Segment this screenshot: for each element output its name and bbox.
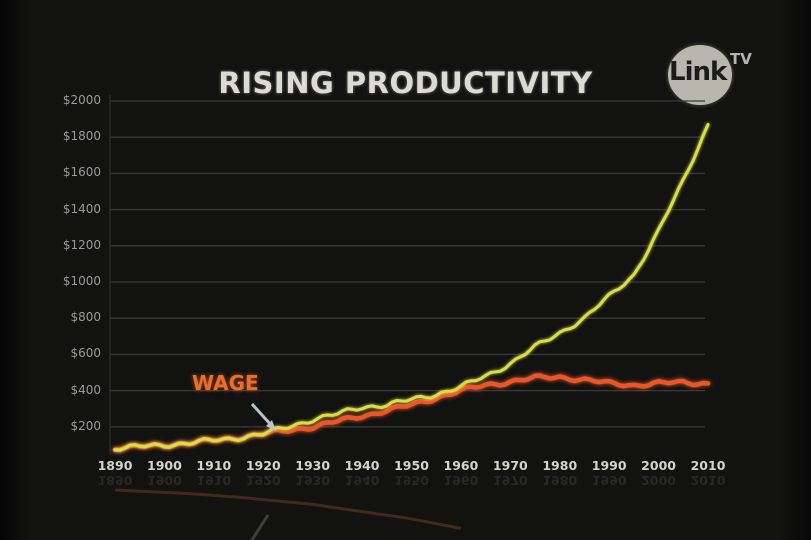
x-tick-reflection: 1920: [245, 473, 281, 488]
wage-line-reflection: [114, 488, 462, 530]
x-tick-reflection: 1980: [542, 473, 578, 488]
x-tick-reflection: 1950: [394, 473, 429, 488]
x-tick-label: 1920: [245, 458, 281, 473]
y-tick-label: $200: [70, 418, 101, 433]
x-tick-label: 1890: [97, 458, 133, 473]
y-tick-label: $1400: [62, 201, 101, 216]
x-tick-label: 2000: [641, 458, 676, 473]
y-tick-label: $1600: [62, 165, 101, 180]
y-tick-label: $600: [70, 346, 101, 361]
link-tv-logo: [668, 45, 732, 105]
chart-reflection: [114, 488, 462, 540]
y-tick-label: $400: [70, 382, 101, 397]
x-tick-label: 1990: [591, 458, 627, 473]
x-tick-label: 1910: [196, 458, 232, 473]
x-tick-label: 2010: [690, 458, 726, 473]
y-tick-label: $1000: [62, 274, 101, 288]
x-tick-reflection: 1910: [196, 473, 232, 488]
wage-annotation-label: WAGE: [192, 371, 259, 395]
x-tick-label: 1950: [394, 458, 429, 473]
x-tick-reflection: 1930: [295, 473, 331, 488]
y-tick-label: $800: [70, 310, 101, 325]
x-tick-label: 1970: [492, 458, 528, 473]
y-tick-label: $1200: [62, 237, 101, 252]
x-tick-reflection: 2000: [641, 473, 676, 488]
logo-text: Link: [669, 57, 727, 87]
x-tick-reflection: 1970: [492, 473, 528, 488]
x-tick-reflection: 1890: [97, 473, 133, 488]
x-tick-label: 1940: [344, 458, 380, 473]
logo-superscript: TV: [730, 50, 752, 68]
y-tick-label: $2000: [62, 93, 101, 107]
x-tick-label: 1930: [295, 458, 331, 473]
x-tick-reflection: 1900: [147, 473, 182, 488]
x-tick-reflection: 1960: [443, 473, 479, 488]
x-tick-reflection: 1990: [591, 473, 627, 488]
chart-title: RISING PRODUCTIVITY: [218, 66, 593, 100]
productivity-series-line: [113, 123, 710, 452]
x-tick-reflection: 1940: [344, 473, 380, 488]
y-tick-label: $1800: [62, 129, 101, 144]
wage-arrow-icon: [250, 402, 276, 431]
x-tick-label: 1960: [443, 458, 479, 473]
x-tick-label: 1900: [147, 458, 182, 473]
x-tick-reflection: 2010: [690, 473, 726, 488]
x-tick-label: 1980: [542, 458, 578, 473]
gridlines: [110, 100, 705, 428]
